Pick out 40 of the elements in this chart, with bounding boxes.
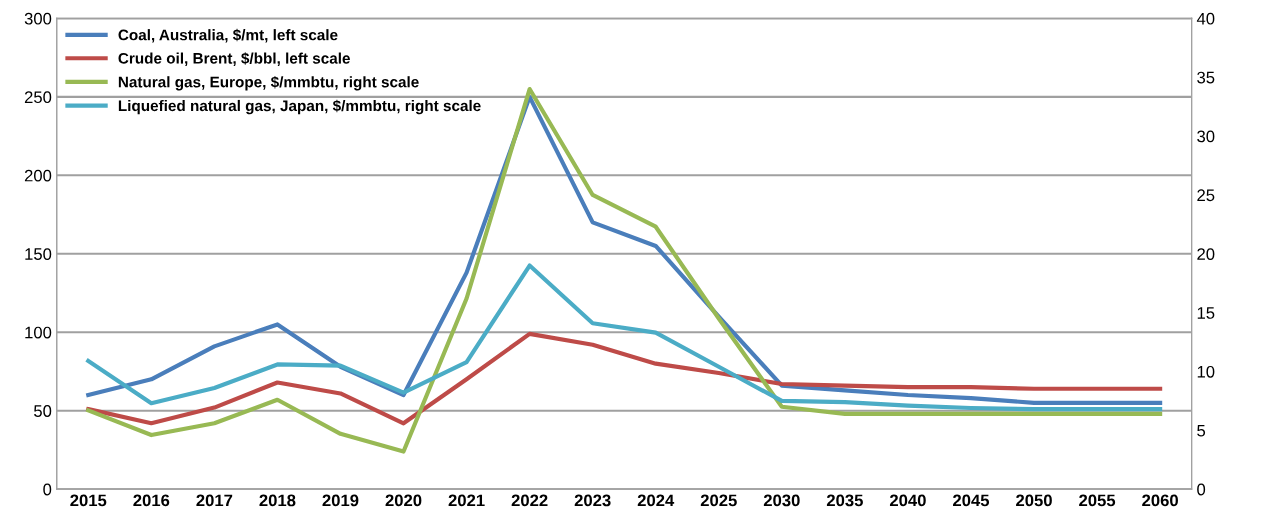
x-tick-label: 2050 <box>1016 494 1052 507</box>
y-tick-label: 50 <box>34 405 52 417</box>
y2-tick-label: 10 <box>1197 365 1215 378</box>
y-tick-label: 0 <box>43 483 52 496</box>
x-tick-label: 2055 <box>1079 494 1116 507</box>
y-tick-label: 200 <box>24 169 52 182</box>
x-tick-label: 2021 <box>448 494 485 507</box>
line-series <box>86 331 1163 426</box>
y2-tick-label: 40 <box>1196 12 1215 25</box>
x-tick-label: 2016 <box>133 494 170 507</box>
x-tick-label: 2045 <box>953 494 990 507</box>
legend-label: Liquefied natural gas, Japan, $/mmbtu, right scale <box>118 99 481 115</box>
y2-tick-label: 0 <box>1197 483 1206 496</box>
x-tick-label: 2060 <box>1142 494 1178 507</box>
x-tick-label: 2020 <box>385 494 422 507</box>
y-tick-label: 300 <box>24 12 52 25</box>
x-tick-label: 2015 <box>70 494 107 507</box>
x-tick-label: 2017 <box>196 494 233 507</box>
y2-tick-label: 20 <box>1197 248 1215 260</box>
y-tick-label: 250 <box>24 91 52 104</box>
x-tick-label: 2022 <box>511 494 548 507</box>
x-tick-label: 2018 <box>259 494 296 507</box>
legend-label: Coal, Australia, $/mt, left scale <box>118 28 338 43</box>
legend-label: Crude oil, Brent, $/bbl, left scale <box>118 52 350 66</box>
x-tick-label: 2023 <box>574 494 611 507</box>
y2-tick-label: 30 <box>1197 130 1215 143</box>
line-series <box>86 263 1163 412</box>
y-tick-label: 100 <box>25 326 52 339</box>
x-tick-label: 2025 <box>700 494 737 507</box>
y2-tick-label: 15 <box>1197 307 1215 319</box>
x-tick-label: 2024 <box>637 494 675 507</box>
y2-tick-label: 5 <box>1197 424 1206 437</box>
legend-label: Natural gas, Europe, $/mmbtu, right scale <box>118 75 419 91</box>
x-tick-label: 2035 <box>826 494 863 507</box>
y-tick-label: 150 <box>25 248 52 260</box>
x-tick-label: 2019 <box>322 494 359 507</box>
x-tick-label: 2040 <box>889 494 926 507</box>
x-tick-label: 2030 <box>763 494 800 507</box>
y2-tick-label: 35 <box>1197 71 1215 84</box>
y2-tick-label: 25 <box>1197 189 1215 202</box>
